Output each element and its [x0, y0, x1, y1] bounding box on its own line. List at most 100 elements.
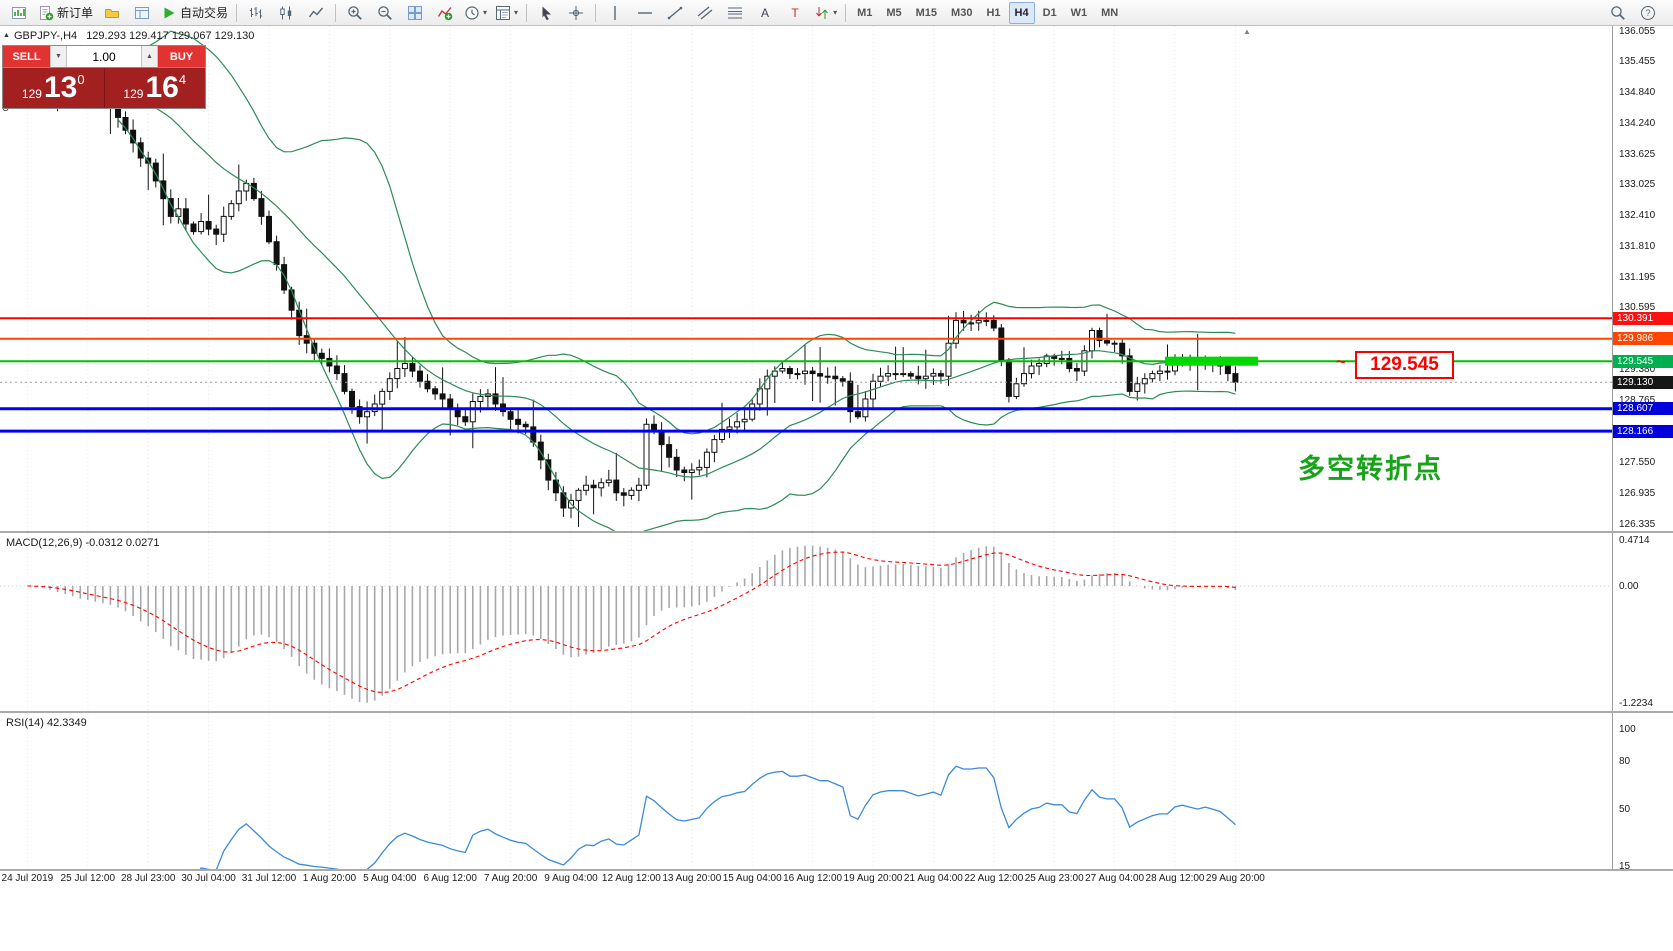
macd-indicator-pane[interactable] — [0, 533, 1612, 711]
svg-text:A: A — [761, 6, 769, 20]
indicators-button[interactable] — [430, 1, 460, 25]
bar-chart-button[interactable] — [241, 1, 271, 25]
toolbar-separator — [236, 3, 238, 22]
timeframe-d1[interactable]: D1 — [1042, 6, 1057, 19]
play-icon — [161, 5, 177, 21]
new-chart-button[interactable] — [4, 1, 34, 25]
sell-button[interactable]: SELL — [3, 46, 50, 67]
timeframe-h1[interactable]: H1 — [986, 6, 1001, 19]
highlight-zone — [1165, 356, 1258, 366]
candlestick-chart-button[interactable] — [271, 1, 301, 25]
periods-button[interactable]: ▾ — [460, 1, 491, 25]
collapse-icon[interactable]: ▲ — [3, 32, 10, 39]
price-tag: 128.607 — [1613, 402, 1673, 416]
timeframe-h4[interactable]: H4 — [1008, 1, 1035, 24]
price-tag: 128.166 — [1613, 424, 1673, 438]
text-button[interactable]: A — [750, 1, 780, 25]
price-tick: 128.765 — [1619, 395, 1656, 407]
turning-point-note[interactable]: 多空转折点 — [1298, 454, 1443, 484]
zoom-in-button[interactable] — [340, 1, 370, 25]
toolbar-separator — [526, 3, 528, 22]
help-icon: ? — [1640, 5, 1656, 21]
buy-button[interactable]: BUY — [158, 46, 205, 67]
autoscroll-icon[interactable]: ▲ — [1243, 27, 1251, 36]
price-tick: 126.935 — [1619, 488, 1656, 500]
zoom-in-icon — [347, 5, 363, 21]
time-axis[interactable]: 24 Jul 2019 25 Jul 12:00 28 Jul 23:00 30 Ju… — [0, 873, 1612, 889]
line-chart-button[interactable] — [301, 1, 331, 25]
svg-text:?: ? — [1645, 8, 1650, 18]
price-annotation-box[interactable]: 129.545 — [1355, 351, 1454, 379]
arrow-tools-button[interactable]: ▾ — [810, 1, 841, 25]
horizontal-line-button[interactable] — [630, 1, 660, 25]
price-tick: 133.025 — [1619, 179, 1656, 191]
rsi-indicator-pane[interactable] — [0, 713, 1612, 869]
candles-icon — [278, 5, 294, 21]
price-chart[interactable] — [0, 26, 1612, 531]
pane-splitter[interactable] — [0, 531, 1673, 533]
help-button[interactable]: ? — [1633, 1, 1663, 25]
profiles-icon — [104, 5, 120, 21]
equidistant-channel-button[interactable] — [690, 1, 720, 25]
timeframe-m30[interactable]: M30 — [951, 6, 973, 19]
timeframe-m5[interactable]: M5 — [886, 6, 902, 19]
rsi-line — [199, 765, 1236, 869]
cursor-button[interactable] — [531, 1, 561, 25]
vertical-line-button[interactable] — [600, 1, 630, 25]
rsi-axis-label: 15 — [1619, 860, 1631, 872]
buy-price-display[interactable]: 129 16 4 — [104, 68, 205, 108]
chevron-down-icon: ▾ — [833, 8, 838, 17]
new-order-button[interactable]: 新订单 — [34, 1, 97, 25]
chevron-down-icon: ▾ — [514, 8, 519, 17]
rsi-axis-label: 50 — [1619, 804, 1631, 816]
volume-increment-button[interactable]: ▲ — [141, 46, 158, 67]
time-label: 24 Jul 2019 — [1, 873, 54, 884]
tile-icon — [407, 5, 423, 21]
new-order-icon — [38, 5, 54, 21]
vline-icon — [607, 5, 623, 21]
time-label: 28 Aug 12:00 — [1145, 873, 1205, 884]
sell-price-display[interactable]: 129 13 0 — [3, 68, 104, 108]
price-tag: 129.130 — [1613, 375, 1673, 389]
macd-signal-line — [27, 551, 1236, 694]
bollinger-bands-layer — [117, 30, 1236, 531]
clock-icon — [464, 5, 480, 21]
timeframe-mn[interactable]: MN — [1101, 6, 1119, 19]
price-axis[interactable]: 136.055 135.455 134.840 134.240 133.625 133.0… — [1612, 26, 1673, 872]
time-label: 31 Jul 12:00 — [241, 873, 297, 884]
trade-panel-controls: SELL ▼ ▲ BUY — [3, 46, 205, 68]
timeframe-m15[interactable]: M15 — [915, 6, 938, 19]
macd-axis-label: 0.4714 — [1619, 535, 1650, 547]
volume-input[interactable] — [67, 46, 141, 67]
time-label: 19 Aug 20:00 — [843, 873, 903, 884]
data-window-button[interactable] — [127, 1, 157, 25]
volume-decrement-button[interactable]: ▼ — [50, 46, 67, 67]
templates-button[interactable]: ▾ — [491, 1, 522, 25]
template-icon — [495, 5, 511, 21]
fibonacci-button[interactable] — [720, 1, 750, 25]
timeframe-w1[interactable]: W1 — [1070, 6, 1088, 19]
price-tick: 133.625 — [1619, 148, 1656, 160]
search-button[interactable] — [1603, 1, 1633, 25]
time-label: 27 Aug 04:00 — [1085, 873, 1145, 884]
timeframe-m1[interactable]: M1 — [857, 6, 873, 19]
crosshair-button[interactable] — [561, 1, 591, 25]
price-tick: 131.195 — [1619, 272, 1656, 283]
trendline-button[interactable] — [660, 1, 690, 25]
hline-icon — [637, 5, 653, 21]
profiles-button[interactable] — [97, 1, 127, 25]
zoom-out-button[interactable] — [370, 1, 400, 25]
pane-splitter[interactable] — [0, 711, 1673, 713]
fibo-icon — [727, 5, 743, 21]
chart-header: GBPJPY-,H4 129.293 129.417 129.067 129.1… — [14, 30, 254, 42]
new-order-button-label: 新订单 — [57, 6, 94, 20]
autotrading-button[interactable]: 自动交易 — [157, 1, 232, 25]
arrows-icon — [814, 5, 830, 21]
buy-price-sup: 4 — [178, 72, 187, 87]
price-tick: 126.335 — [1619, 518, 1656, 530]
price-tick: 135.455 — [1619, 55, 1656, 67]
time-label: 29 Aug 20:00 — [1205, 873, 1265, 884]
text-label-button[interactable]: T — [780, 1, 810, 25]
tile-windows-button[interactable] — [400, 1, 430, 25]
